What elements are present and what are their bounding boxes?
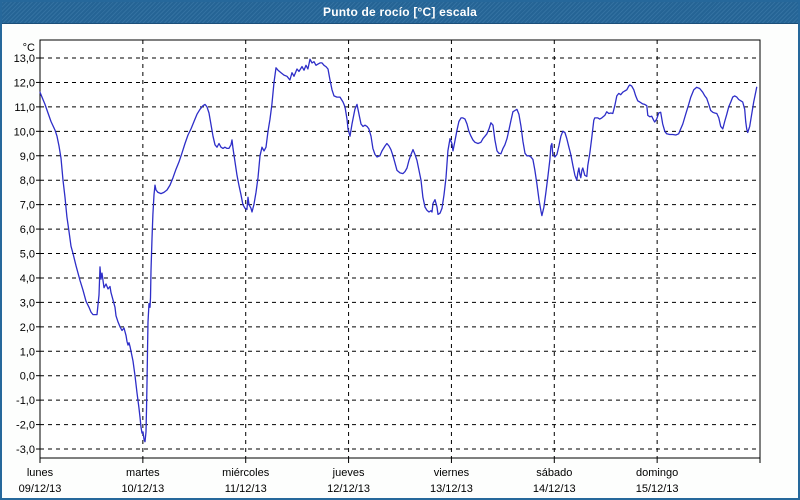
y-tick-label: 12,0 — [14, 77, 35, 89]
y-tick-label: 7,0 — [20, 200, 35, 212]
y-tick-label: -1,0 — [16, 395, 35, 407]
y-tick-label: -3,0 — [16, 444, 35, 456]
day-label: viernes — [434, 467, 470, 479]
window-title: Punto de rocío [°C] escala — [322, 4, 478, 19]
title-bar: Punto de rocío [°C] escala — [0, 0, 800, 24]
date-label: 11/12/13 — [225, 483, 267, 495]
y-tick-label: -2,0 — [16, 420, 35, 432]
date-label: 14/12/13 — [533, 483, 576, 495]
date-label: 09/12/13 — [19, 483, 62, 495]
y-axis-unit-label: °C — [23, 42, 35, 54]
y-tick-label: 9,0 — [20, 151, 35, 163]
date-label: 15/12/13 — [636, 483, 679, 495]
date-label: 10/12/13 — [121, 483, 164, 495]
day-label: martes — [126, 467, 160, 479]
plot-background — [40, 40, 760, 458]
date-label: 13/12/13 — [430, 483, 473, 495]
day-label: domingo — [636, 467, 678, 479]
y-tick-label: 3,0 — [20, 297, 35, 309]
y-tick-label: 4,0 — [20, 273, 35, 285]
y-tick-label: 0,0 — [20, 371, 35, 383]
y-tick-label: 2,0 — [20, 322, 35, 334]
day-label: miércoles — [222, 467, 270, 479]
plot-border — [39, 39, 761, 459]
y-tick-label: 8,0 — [20, 175, 35, 187]
date-label: 12/12/13 — [327, 483, 370, 495]
y-tick-label: 5,0 — [20, 249, 35, 261]
y-tick-label: 1,0 — [20, 346, 35, 358]
y-tick-label: 6,0 — [20, 224, 35, 236]
day-label: sábado — [536, 467, 572, 479]
y-tick-label: 13,0 — [14, 53, 35, 65]
day-label: jueves — [332, 467, 365, 479]
y-tick-label: 10,0 — [14, 126, 35, 138]
y-tick-label: 11,0 — [14, 102, 35, 114]
dewpoint-line — [39, 58, 758, 443]
day-label: lunes — [27, 467, 54, 479]
